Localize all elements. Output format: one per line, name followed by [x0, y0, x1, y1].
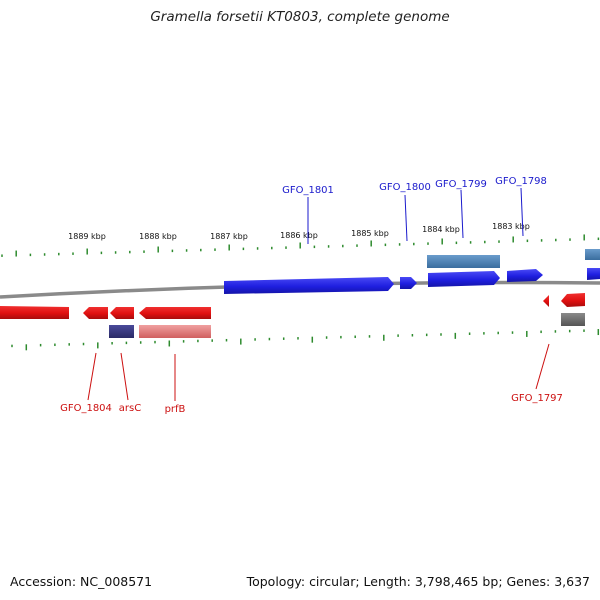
- genes-label: Genes:: [506, 574, 551, 589]
- ruler-label: 1885 kbp: [351, 229, 389, 238]
- gene-arrow-edge-reverse[interactable]: [0, 306, 69, 319]
- ruler-label: 1887 kbp: [210, 232, 248, 241]
- length-label: Length:: [363, 574, 411, 589]
- genes-value: 3,637: [554, 574, 590, 589]
- accession-label: Accession:: [10, 574, 77, 589]
- ruler-labels: 1889 kbp 1888 kbp 1887 kbp 1886 kbp 1885…: [68, 222, 530, 241]
- gene-arrow-gfo-1798[interactable]: [507, 269, 543, 282]
- leader-line-gfo-1798: [520, 187, 524, 237]
- gene-label-gfo-1799[interactable]: GFO_1799: [435, 179, 487, 190]
- genome-summary: Topology: circular; Length: 3,798,465 bp…: [246, 574, 590, 589]
- ruler-label: 1888 kbp: [139, 232, 177, 241]
- feature-box-edge[interactable]: [585, 249, 600, 260]
- leader-line-gfo-1797: [535, 343, 550, 390]
- ruler-label: 1889 kbp: [68, 232, 106, 241]
- gene-label-gfo-1804[interactable]: GFO_1804: [60, 403, 112, 414]
- leader-line-gfo-1800: [404, 194, 408, 242]
- gene-arrow-gfo-1804[interactable]: [83, 307, 108, 319]
- feature-box-prfb[interactable]: [139, 325, 211, 338]
- leader-line-gfo-1799: [460, 189, 464, 239]
- ruler-label: 1884 kbp: [422, 225, 460, 234]
- length-value: 3,798,465 bp: [414, 574, 499, 589]
- ruler-ticks-lower: [11, 329, 600, 351]
- accession-value: NC_008571: [80, 574, 153, 589]
- feature-box-arsc[interactable]: [109, 325, 134, 338]
- gene-label-arsc[interactable]: arsC: [119, 403, 141, 414]
- ruler-ticks-upper: [1, 234, 600, 257]
- reverse-gene-labels: GFO_1804 arsC prfB GFO_1797: [60, 343, 563, 415]
- leader-line-arsc: [120, 352, 129, 401]
- ruler-label: 1886 kbp: [280, 231, 318, 240]
- gene-arrow-edge-forward[interactable]: [587, 268, 600, 280]
- topology-value: circular: [309, 574, 356, 589]
- gene-label-prfb[interactable]: prfB: [165, 404, 186, 415]
- gene-arrow-gfo-1801[interactable]: [224, 277, 394, 294]
- topology-label: Topology:: [246, 574, 306, 589]
- feature-box-gfo-1797[interactable]: [561, 313, 585, 326]
- forward-strand-genes: [224, 249, 600, 294]
- gene-label-gfo-1801[interactable]: GFO_1801: [282, 185, 334, 196]
- gene-arrow-arsc[interactable]: [110, 307, 134, 319]
- gene-label-gfo-1800[interactable]: GFO_1800: [379, 182, 431, 193]
- map-title: Gramella forsetii KT0803, complete genom…: [150, 9, 450, 25]
- gene-arrow-prfb[interactable]: [139, 307, 211, 319]
- gene-label-gfo-1797[interactable]: GFO_1797: [511, 393, 563, 404]
- gene-label-gfo-1798[interactable]: GFO_1798: [495, 176, 547, 187]
- gene-arrow-gfo-1799[interactable]: [428, 271, 500, 287]
- accession-info: Accession: NC_008571: [10, 574, 152, 589]
- gene-arrow-gfo-1800[interactable]: [400, 277, 417, 289]
- forward-gene-labels: GFO_1801 GFO_1800 GFO_1799 GFO_1798: [282, 176, 547, 244]
- gene-arrow-edge-reverse-right[interactable]: [561, 293, 585, 307]
- ruler-label: 1883 kbp: [492, 222, 530, 231]
- leader-line-gfo-1804: [87, 352, 97, 401]
- feature-box-gfo-1799[interactable]: [427, 255, 500, 268]
- gene-arrow-gfo-1797[interactable]: [543, 295, 549, 307]
- reverse-strand-genes: [0, 293, 585, 338]
